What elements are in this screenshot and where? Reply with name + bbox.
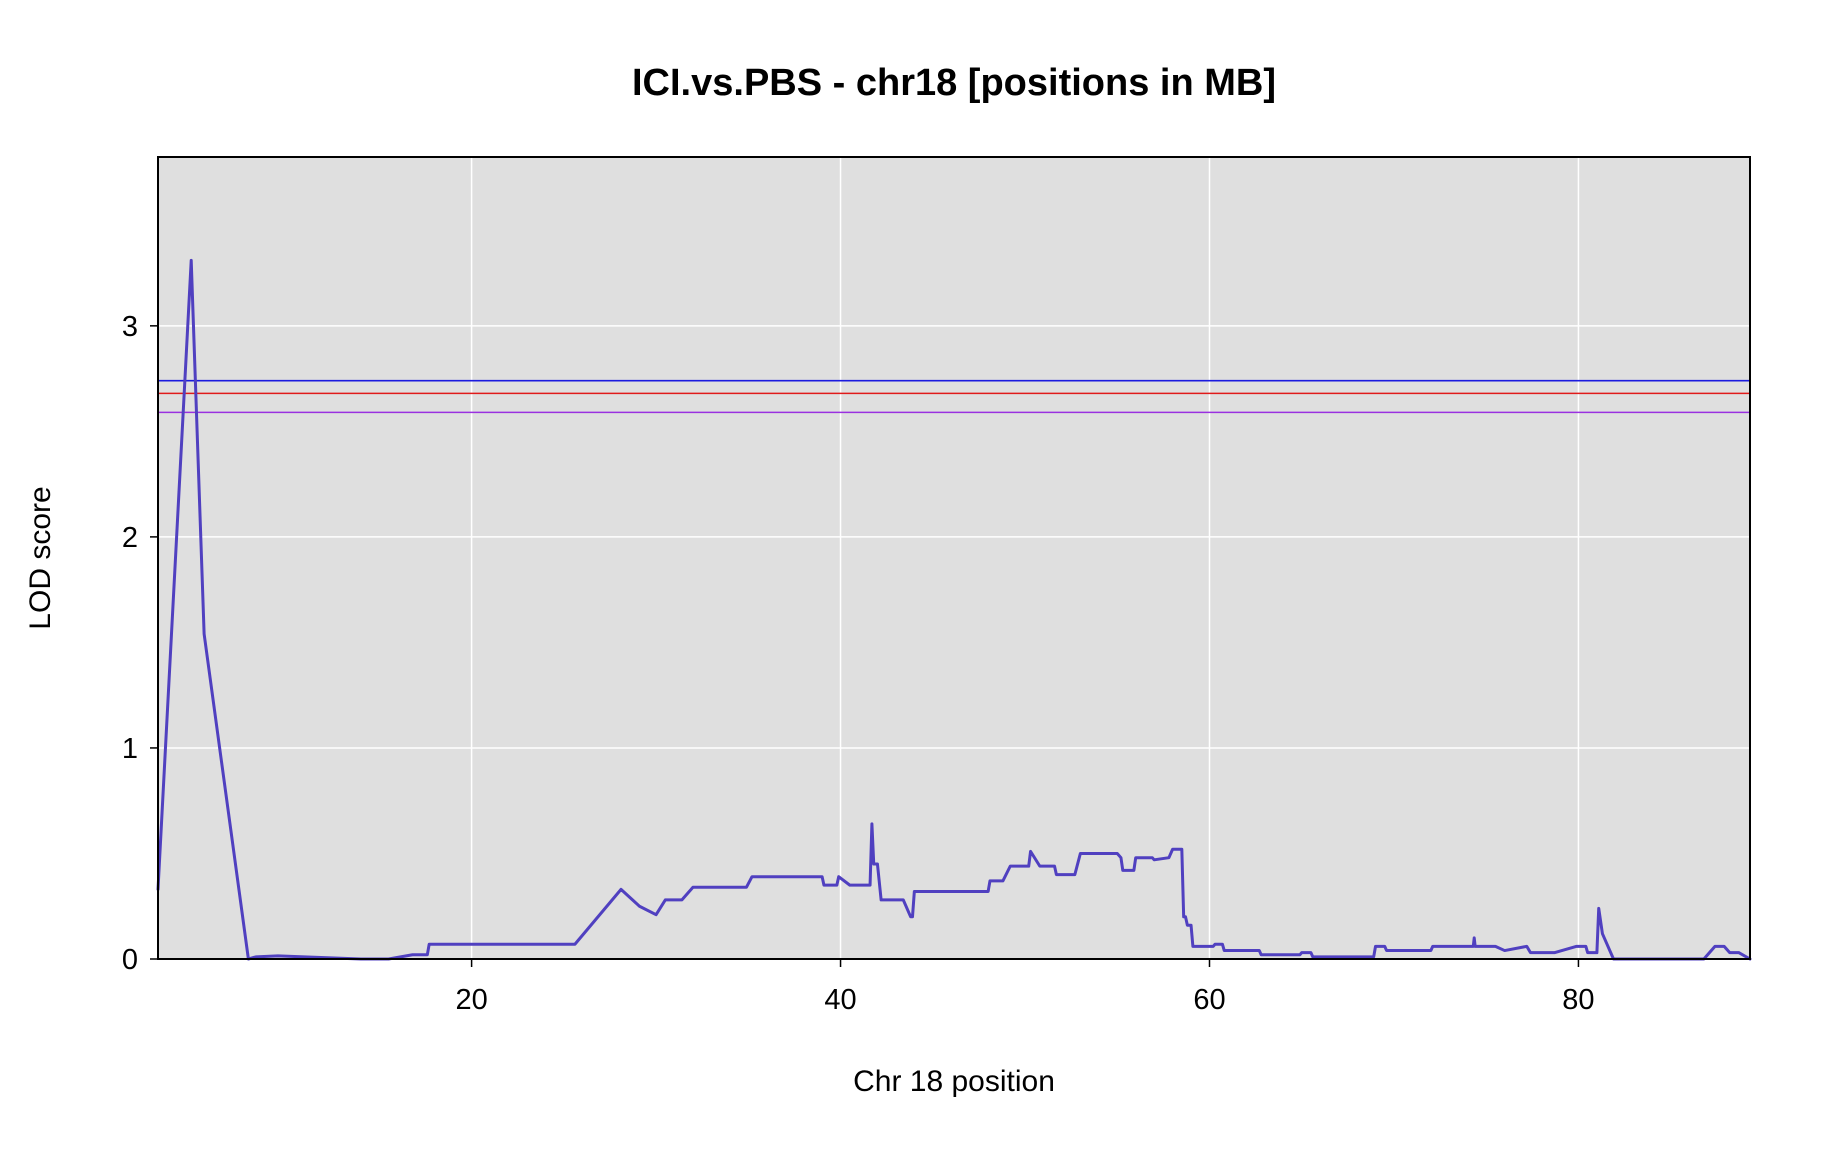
y-tick-label-1: 1 xyxy=(122,733,138,765)
x-tick-label-80: 80 xyxy=(1562,984,1594,1016)
panel-background xyxy=(158,157,1750,959)
y-axis-ticks: 0 1 2 3 xyxy=(122,311,158,976)
chart-title: ICI.vs.PBS - chr18 [positions in MB] xyxy=(632,62,1276,104)
series-line-1 xyxy=(156,258,1752,961)
plot-panel xyxy=(156,156,1752,961)
x-tick-label-60: 60 xyxy=(1193,984,1225,1016)
y-tick-label-2: 2 xyxy=(122,522,138,554)
threshold-lines xyxy=(158,379,1750,414)
series-group xyxy=(156,258,1752,961)
y-axis-label: LOD score xyxy=(24,486,57,629)
y-tick-label-3: 3 xyxy=(122,311,138,343)
x-tick-label-40: 40 xyxy=(824,984,856,1016)
y-tick-label-0: 0 xyxy=(122,944,138,976)
x-axis-label: Chr 18 position xyxy=(853,1065,1055,1098)
x-axis-ticks: 20 40 60 80 xyxy=(455,959,1595,1016)
x-tick-label-20: 20 xyxy=(455,984,487,1016)
panel-frame xyxy=(157,156,1751,960)
grid-lines-vertical xyxy=(470,157,1580,959)
